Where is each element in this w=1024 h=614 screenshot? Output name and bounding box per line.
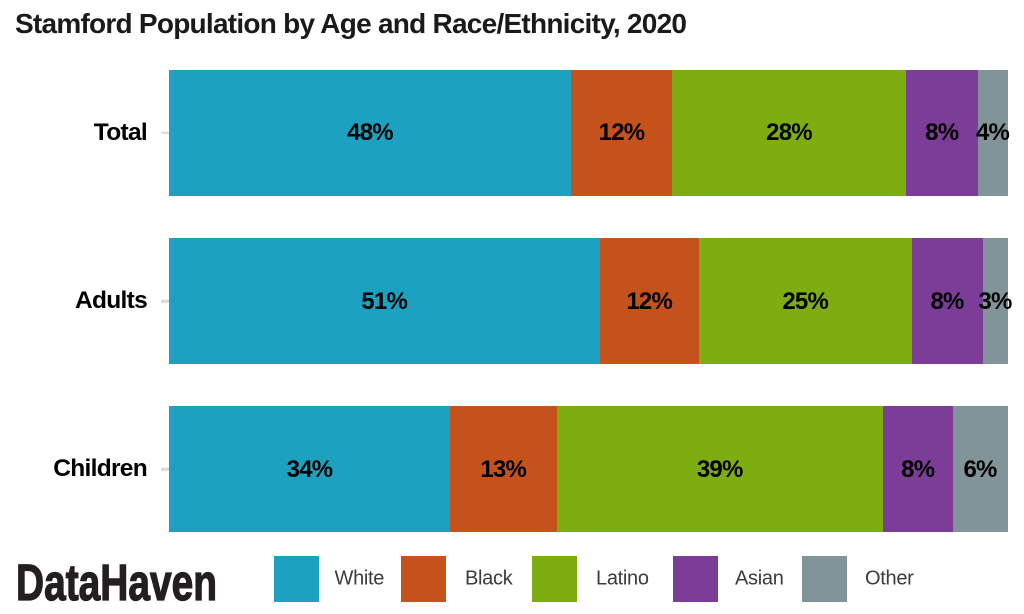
svg-text:DataHaven: DataHaven (16, 560, 217, 610)
